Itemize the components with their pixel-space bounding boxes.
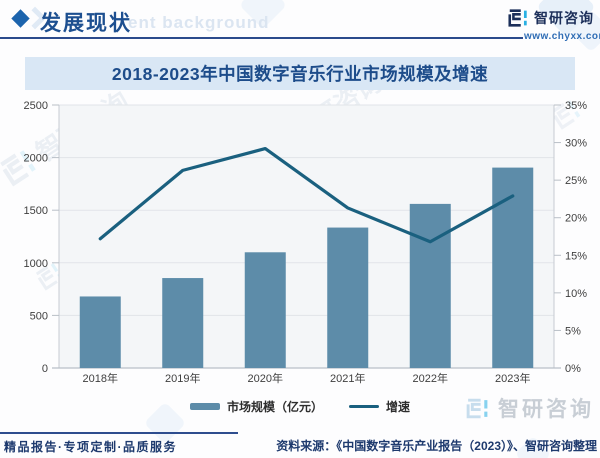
y-axis-right-tick: 20% <box>565 213 587 225</box>
legend-label: 市场规模（亿元） <box>226 400 323 414</box>
watermark: 智研咨询 <box>29 198 156 298</box>
chart-title: 2018-2023年中国数字音乐行业市场规模及增速 <box>111 64 489 84</box>
x-axis-tick: 2018年 <box>83 371 118 385</box>
y-axis-left-tick: 2000 <box>24 153 48 165</box>
x-axis-tick: 2021年 <box>330 371 365 385</box>
watermark <box>547 95 586 134</box>
legend-item-growth: 增速 <box>349 398 410 415</box>
y-axis-right-tick: 5% <box>565 325 581 337</box>
header-ghost-text: ent background <box>128 13 270 32</box>
y-axis-right-tick: 15% <box>565 250 587 262</box>
brand-logo: 智研咨询 <box>507 7 594 29</box>
x-axis-tick: 2020年 <box>248 371 283 385</box>
bar-2020年 <box>244 252 286 368</box>
chart-legend: 市场规模（亿元） 增速 <box>0 398 600 415</box>
bar-2023年 <box>492 167 534 368</box>
y-axis-left-tick: 500 <box>30 310 48 322</box>
page-title: 发展现状 <box>40 12 132 35</box>
line-series-swatch <box>349 404 379 409</box>
bar-2022年 <box>409 203 451 368</box>
watermark: 智研咨询 <box>0 81 135 191</box>
y-axis-right-tick: 25% <box>565 175 587 187</box>
footer-divider <box>0 432 238 434</box>
plot-area <box>59 105 554 368</box>
zhiyan-logo-icon <box>508 9 527 27</box>
y-axis-right-tick: 10% <box>565 288 587 300</box>
y-axis-left-tick: 1000 <box>24 258 48 270</box>
bar-2019年 <box>162 278 204 368</box>
y-axis-left-tick: 0 <box>42 363 48 375</box>
growth-rate-line <box>98 146 515 244</box>
bar-series-swatch <box>189 403 220 410</box>
watermark-text: 智研咨询 <box>356 220 444 290</box>
bar-2018年 <box>79 296 121 368</box>
legend-item-market-size: 市场规模（亿元） <box>189 398 323 415</box>
bar-2021年 <box>327 227 369 368</box>
diamond-icon <box>11 9 30 28</box>
brand-watermark: 智研咨询 <box>465 393 594 423</box>
watermark-text: 智研咨询 <box>30 85 135 168</box>
y-axis-right-tick: 0% <box>565 363 581 375</box>
watermark: 智研咨询 <box>353 217 444 292</box>
x-axis-tick: 2019年 <box>165 371 200 385</box>
x-axis-tick: 2023年 <box>495 371 530 385</box>
footer-tagline: 精品报告·专项定制·品质服务 <box>4 440 177 454</box>
y-axis-right-tick: 35% <box>565 100 587 112</box>
y-axis-left-tick: 2500 <box>24 100 48 112</box>
x-axis-tick: 2022年 <box>413 371 448 385</box>
watermark-text: 智研咨询 <box>60 203 156 279</box>
watermark-text: 智研咨询 <box>226 268 314 338</box>
legend-label: 增速 <box>386 400 411 414</box>
data-source-text: 资料来源：《中国数字音乐产业报告（2023）》、智研咨询整理 <box>276 439 597 453</box>
header-divider <box>0 37 523 39</box>
brand-watermark-text: 智研咨询 <box>498 398 594 421</box>
y-axis-right-tick: 30% <box>565 138 587 150</box>
brand-name: 智研咨询 <box>534 10 594 26</box>
chart-title-banner: 2018-2023年中国数字音乐行业市场规模及增速 <box>25 57 575 90</box>
brand-url[interactable]: www.chyxx.com <box>524 31 600 42</box>
y-axis-left-tick: 1500 <box>24 205 48 217</box>
watermark: 智研咨询 <box>223 265 314 340</box>
